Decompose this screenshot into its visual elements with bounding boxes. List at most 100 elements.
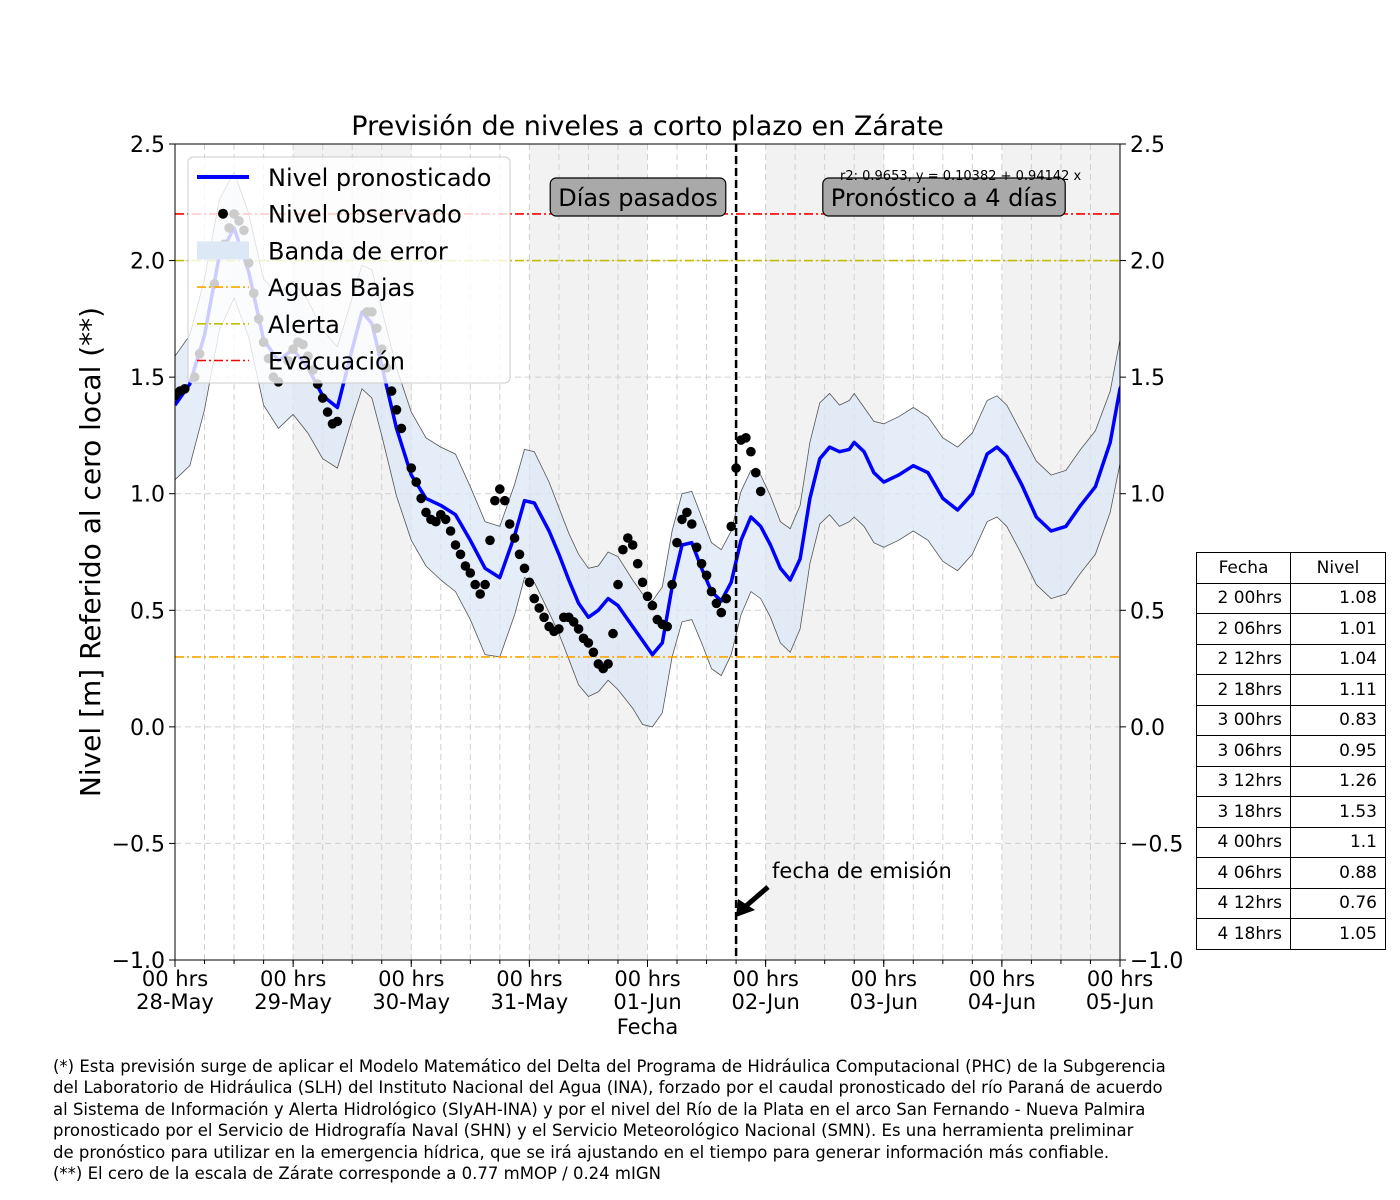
legend-label: Banda de error — [268, 237, 448, 265]
legend-swatch-band — [197, 241, 249, 260]
observed-point — [741, 433, 751, 443]
observed-point — [608, 628, 618, 639]
y-tick-label-right: 0.0 — [1130, 716, 1165, 741]
observed-point — [573, 624, 584, 634]
table-row: 2 18hrs 1.11 — [1196, 674, 1386, 706]
x-axis-title: Fecha — [617, 1015, 679, 1039]
chart-title: Previsión de niveles a corto plazo en Zá… — [351, 111, 943, 142]
x-tick-label-date: 01-Jun — [613, 990, 681, 1014]
x-tick-label-date: 02-Jun — [731, 990, 799, 1014]
observed-point — [490, 495, 500, 506]
y-axis-title: Nivel [m] Referido al cero local (**) — [74, 307, 107, 797]
observed-point — [332, 416, 343, 427]
observed-point — [431, 516, 441, 527]
footnote-line: de pronóstico para utilizar en la emerge… — [53, 1142, 1110, 1162]
y-tick-label-right: −0.5 — [1130, 832, 1183, 857]
footnote-line: pronosticado por el Servicio de Hidrogra… — [53, 1121, 1134, 1141]
observed-point — [677, 514, 687, 525]
emission-arrow-shaft — [744, 885, 770, 908]
observed-point — [386, 386, 397, 396]
x-tick-label-hour: 00 hrs — [614, 967, 680, 991]
table-cell-fecha: 4 18hrs — [1196, 918, 1291, 950]
observed-point — [519, 563, 530, 574]
forecast-days-label: Pronóstico a 4 días — [822, 177, 1066, 217]
observed-point — [711, 598, 722, 609]
table-row: 4 06hrs 0.88 — [1196, 857, 1386, 889]
table-cell-nivel: 0.76 — [1290, 887, 1386, 919]
observed-point — [514, 549, 525, 560]
table-row: 2 12hrs 1.04 — [1196, 643, 1386, 675]
footnote: (*) Esta previsión surge de aplicar el M… — [53, 1056, 1353, 1184]
observed-point — [751, 467, 761, 478]
table-cell-nivel: 1.04 — [1290, 643, 1386, 675]
observed-point — [716, 607, 727, 618]
past-days-label: Días pasados — [549, 177, 727, 217]
observed-point — [391, 405, 402, 415]
forecast-days-label-text: Pronóstico a 4 días — [831, 184, 1057, 212]
observed-point — [667, 579, 677, 590]
footnote-line: (**) El cero de la escala de Zárate corr… — [53, 1164, 661, 1184]
observed-point — [504, 519, 515, 529]
x-tick-label-hour: 00 hrs — [260, 967, 326, 991]
legend-label: Nivel observado — [268, 201, 462, 229]
x-tick-label-date: 30-May — [372, 990, 450, 1014]
table-cell-nivel: 1.05 — [1290, 918, 1386, 950]
observed-point — [706, 586, 717, 597]
table-cell-nivel: 1.1 — [1290, 826, 1386, 858]
y-tick-label-left: 0.5 — [130, 599, 165, 624]
observed-point — [588, 647, 599, 658]
error-band — [175, 172, 1120, 727]
past-days-label-text: Días pasados — [558, 184, 718, 212]
table-row: 3 12hrs 1.26 — [1196, 765, 1386, 797]
observed-point — [672, 537, 682, 548]
y-tick-label-right: −1.0 — [1130, 949, 1183, 974]
legend-frame — [187, 156, 511, 384]
past-days-label-box — [549, 177, 727, 217]
observed-point — [642, 591, 653, 602]
observed-point — [687, 519, 697, 529]
x-tick-label-hour: 00 hrs — [142, 967, 208, 991]
footnote-line: (*) Esta previsión surge de aplicar el M… — [53, 1057, 1166, 1076]
y-tick-label-right: 1.0 — [1130, 483, 1165, 508]
observed-point — [627, 540, 638, 550]
y-tick-label-right: 2.5 — [1130, 133, 1165, 158]
x-tick-label-date: 28-May — [136, 990, 214, 1014]
observed-point — [534, 603, 544, 613]
footnote-line: al Sistema de Información y Alerta Hidro… — [53, 1099, 1146, 1119]
forecast-chart: 2.5 2.5 2.0 2.0 1.5 1.5 1.0 1.0 0.5 0.5 0.0 0.0 −0.5… — [74, 111, 1183, 1039]
legend-label: Aguas Bajas — [268, 274, 415, 302]
legend-swatch-dot — [218, 208, 228, 219]
legend-label: Alerta — [268, 311, 340, 339]
observed-point — [554, 624, 564, 634]
observed-point — [613, 579, 623, 590]
observed-point — [691, 542, 702, 553]
forecast-table: Fecha Nivel 2 00hrs 1.08 2 06hrs 1.01 2 12… — [1196, 552, 1386, 950]
observed-point — [632, 558, 643, 569]
x-tick-label-date: 03-Jun — [850, 990, 918, 1014]
observed-point — [755, 486, 766, 497]
observed-point — [618, 544, 628, 555]
observed-point — [470, 579, 481, 590]
table-cell-fecha: 4 00hrs — [1196, 826, 1291, 858]
observed-point — [450, 540, 461, 550]
observed-point — [416, 493, 426, 504]
observed-point — [396, 423, 407, 434]
observed-point — [445, 526, 456, 536]
observed-point — [440, 514, 451, 525]
table-cell-nivel: 1.08 — [1290, 582, 1386, 614]
table-cell-fecha: 2 06hrs — [1196, 613, 1291, 645]
y-tick-label-right: 1.5 — [1130, 366, 1165, 391]
observed-point — [682, 507, 692, 518]
x-tick-label-hour: 00 hrs — [378, 967, 444, 991]
x-tick-label-hour: 00 hrs — [969, 967, 1035, 991]
table-header-nivel: Nivel — [1290, 552, 1386, 584]
observed-point — [529, 593, 540, 604]
observed-point — [746, 446, 756, 457]
plot-layer — [175, 171, 1120, 728]
observed-point — [509, 533, 520, 543]
x-tick-label-hour: 00 hrs — [732, 967, 798, 991]
observed-point — [480, 579, 490, 590]
observed-point — [322, 407, 333, 417]
table-row: 4 00hrs 1.1 — [1196, 826, 1386, 858]
observed-point — [726, 521, 736, 532]
